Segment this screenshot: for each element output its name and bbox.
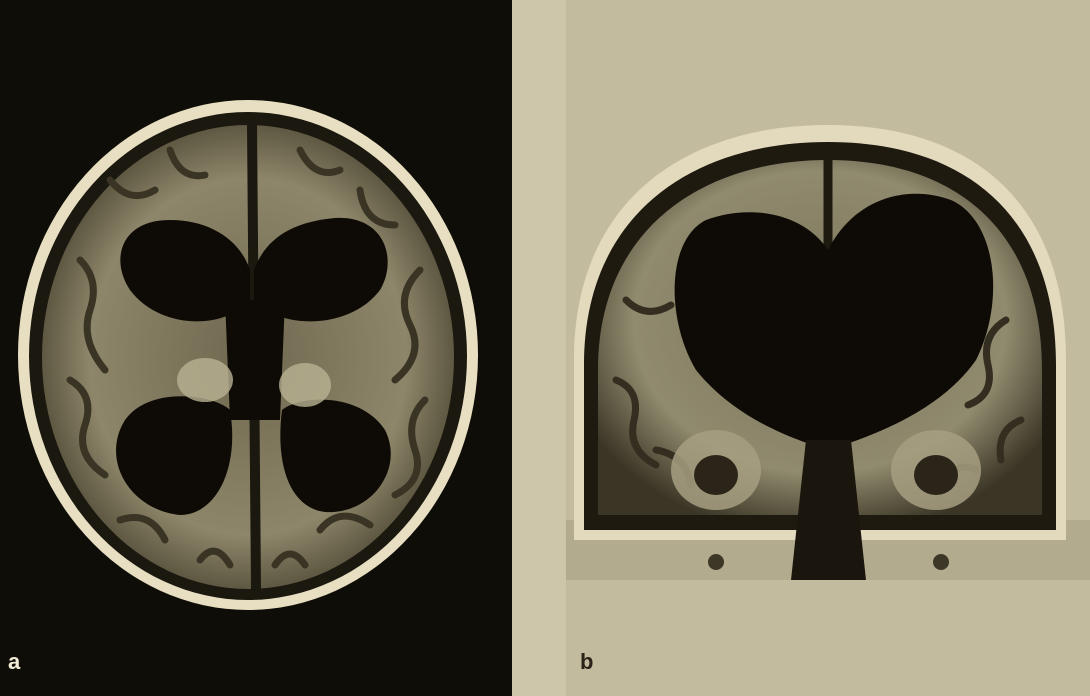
panel-b: b [566, 0, 1090, 696]
panel-a: a [0, 0, 512, 696]
panel-gutter [512, 0, 566, 696]
coronal-mri-image [566, 125, 1090, 580]
panel-label-b: b [580, 649, 594, 674]
panel-label-a: a [8, 649, 21, 674]
axial-mri-image [18, 100, 478, 610]
